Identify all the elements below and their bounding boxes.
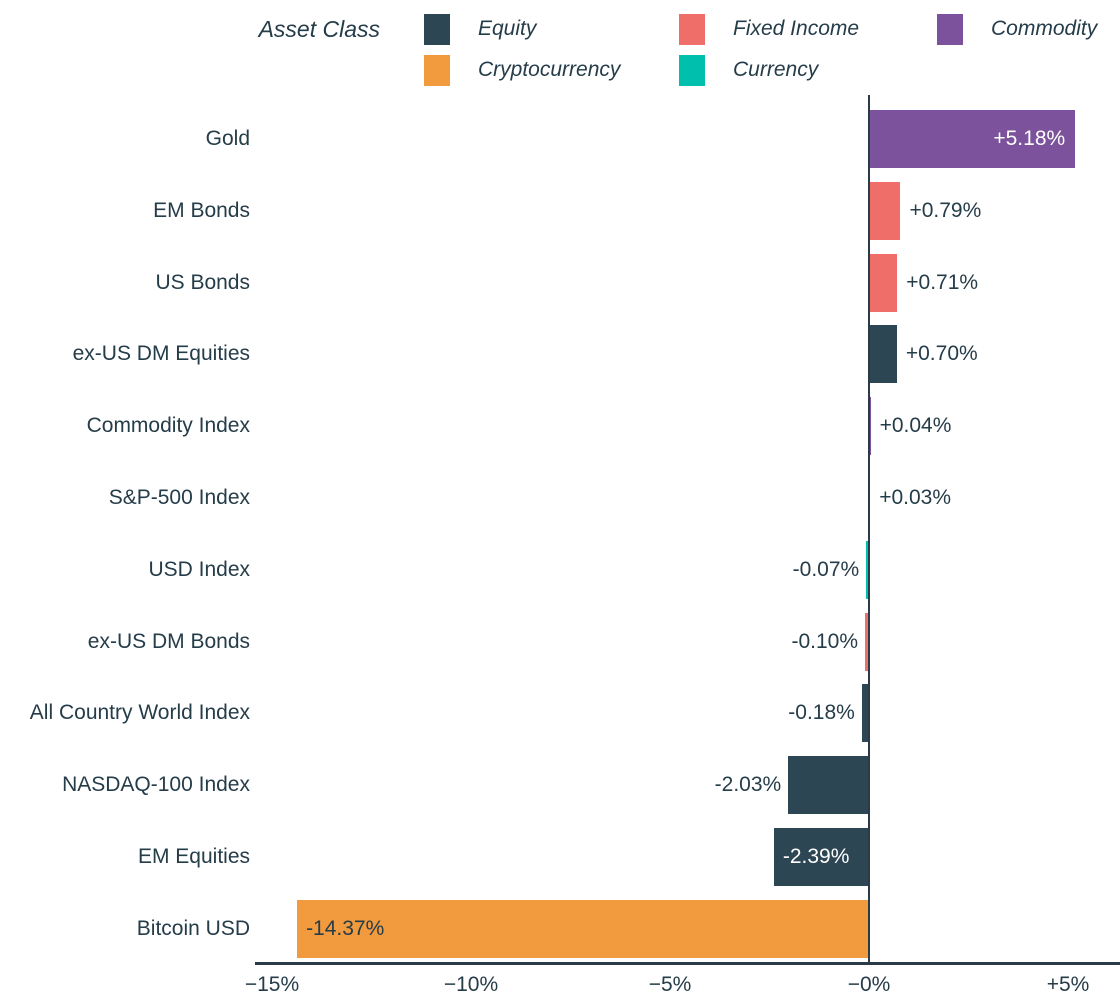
x-tick--10: −10% <box>443 973 499 996</box>
bar-em-equities <box>773 828 869 886</box>
bar-ex-us-dm-bonds <box>865 612 869 671</box>
value-label-usd-index: -0.07% <box>792 557 860 581</box>
bar-all-country-world-index <box>861 684 869 743</box>
legend-label-commodity: Commodity <box>991 17 1098 40</box>
x-tick-5: +5% <box>1046 973 1090 996</box>
bar-ex-us-dm-equities <box>869 325 897 384</box>
category-label-ex-us-dm-bonds: ex-US DM Bonds <box>87 629 250 653</box>
zero-baseline <box>868 95 870 964</box>
legend-label-cryptocurrency: Cryptocurrency <box>478 58 621 81</box>
value-label-nasdaq-100-index: -2.03% <box>714 773 782 797</box>
value-label-ex-us-dm-equities: +0.70% <box>905 342 978 366</box>
value-label-em-equities: -2.39% <box>782 845 850 868</box>
x-tick--5: −5% <box>648 973 692 996</box>
category-label-s-p-500-index: S&P-500 Index <box>108 486 250 509</box>
value-label-em-bonds: +0.79% <box>909 198 982 222</box>
legend-swatch-cryptocurrency <box>424 54 450 86</box>
bar-usd-index <box>866 540 869 599</box>
value-label-gold: +5.18% <box>993 127 1066 150</box>
category-label-bitcoin-usd: Bitcoin USD <box>136 916 250 940</box>
legend-swatch-currency <box>679 54 705 86</box>
legend-label-currency: Currency <box>733 58 819 81</box>
bar-nasdaq-100-index <box>788 756 869 815</box>
x-axis-line <box>255 962 1120 965</box>
value-label-bitcoin-usd: -14.37% <box>306 916 385 940</box>
legend-swatch-fixed-income <box>679 13 705 45</box>
x-tick--15: −15% <box>244 973 300 996</box>
category-label-commodity-index: Commodity Index <box>86 414 250 438</box>
bar-gold <box>869 110 1076 168</box>
bar-us-bonds <box>869 253 898 312</box>
category-label-em-equities: EM Equities <box>137 845 250 868</box>
category-label-us-bonds: US Bonds <box>155 270 250 294</box>
x-tick-0: −0% <box>847 973 891 996</box>
legend-swatch-equity <box>424 13 450 45</box>
category-label-usd-index: USD Index <box>148 557 250 581</box>
bar-bitcoin-usd <box>297 899 869 958</box>
category-label-em-bonds: EM Bonds <box>153 198 250 222</box>
value-label-commodity-index: +0.04% <box>879 414 952 438</box>
legend-title: Asset Class <box>258 16 380 42</box>
category-label-ex-us-dm-equities: ex-US DM Equities <box>72 342 250 366</box>
value-label-us-bonds: +0.71% <box>906 270 979 294</box>
legend-swatch-commodity <box>937 13 963 45</box>
legend-label-fixed-income: Fixed Income <box>733 17 860 40</box>
value-label-all-country-world-index: -0.18% <box>788 701 855 725</box>
value-label-s-p-500-index: +0.03% <box>879 486 951 509</box>
category-label-nasdaq-100-index: NASDAQ-100 Index <box>62 773 250 797</box>
legend-label-equity: Equity <box>478 17 537 40</box>
category-label-gold: Gold <box>205 127 250 150</box>
bar-em-bonds <box>869 181 901 240</box>
value-label-ex-us-dm-bonds: -0.10% <box>791 629 859 653</box>
category-label-all-country-world-index: All Country World Index <box>29 701 250 725</box>
